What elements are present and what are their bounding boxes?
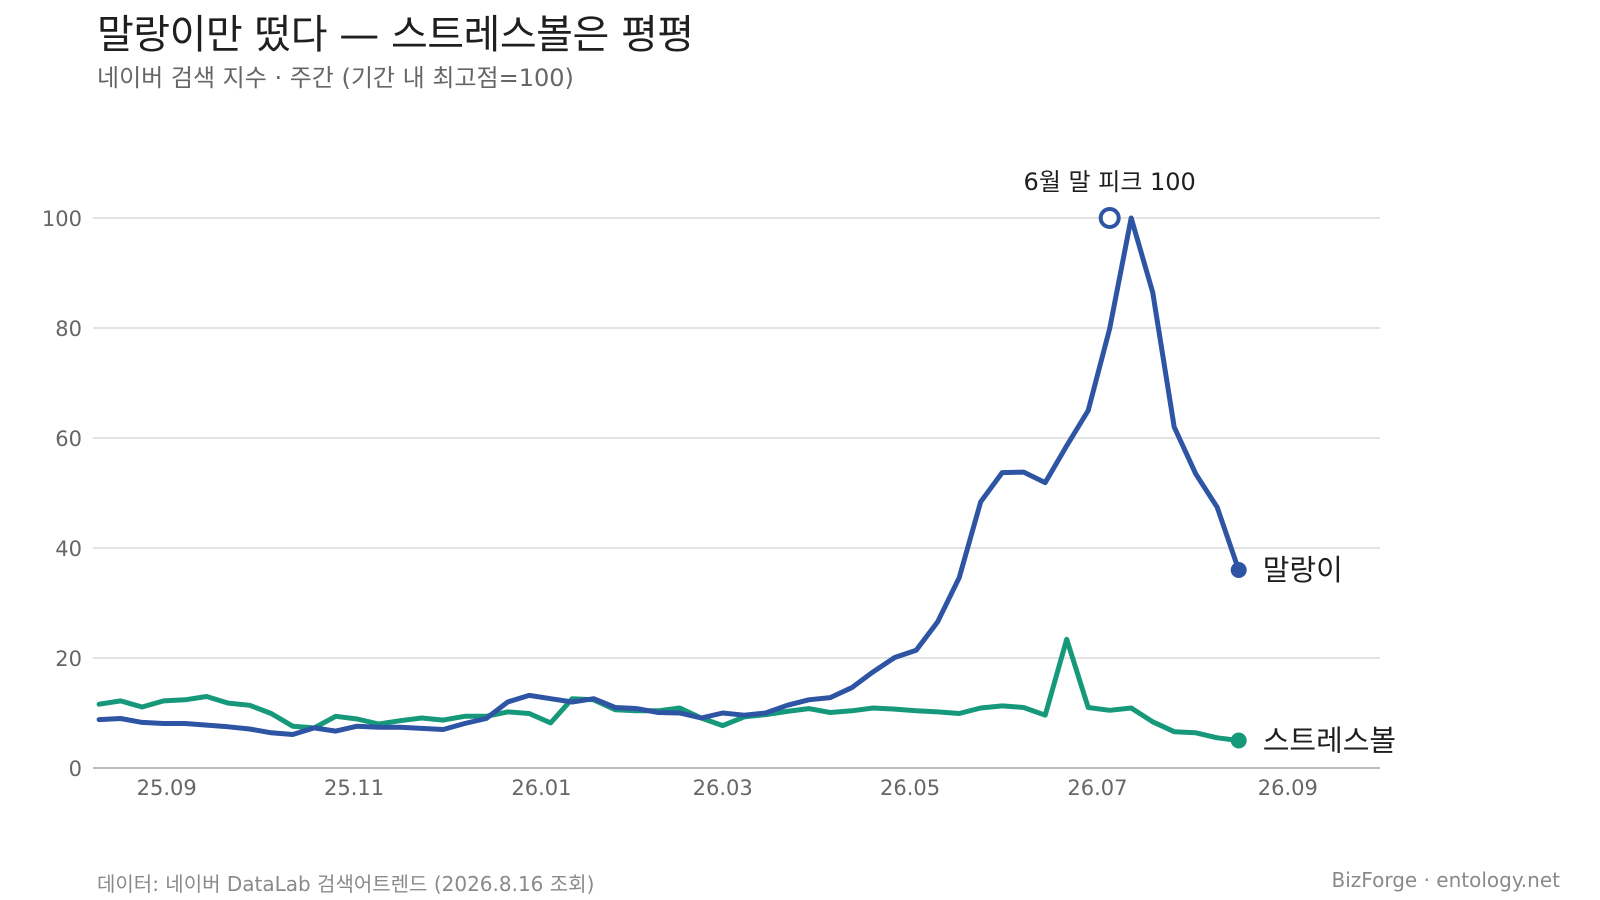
x-tick-label: 26.07 [1067,776,1127,800]
annotations: 6월 말 피크 100 [1024,168,1196,229]
end-point-marker [1230,562,1247,578]
x-tick-label: 25.11 [324,776,384,800]
series-line [96,636,1242,743]
y-tick-label: 100 [42,207,82,231]
y-tick-label: 80 [55,317,82,341]
x-tick-label: 26.01 [511,776,571,800]
x-tick-label: 25.09 [137,776,197,800]
credit-note: BizForge · entology.net [1331,868,1560,892]
series-lines [96,215,1242,743]
end-point-marker [1230,732,1247,749]
x-tick-label: 26.03 [693,776,753,800]
source-note: 데이터: 네이버 DataLab 검색어트렌드 (2026.8.16 조회) [97,872,595,896]
chart-subtitle: 네이버 검색 지수 · 주간 (기간 내 최고점=100) [97,64,574,92]
peak-marker [1098,207,1121,229]
series-label: 말랑이 [1263,553,1343,587]
gridlines [93,217,1380,659]
x-axis-tick-labels: 25.09 25.11 26.01 26.03 26.05 26.07 26.09 [137,776,1318,800]
y-tick-label: 60 [55,427,82,451]
series-label: 스트레스볼 [1263,724,1396,758]
y-tick-label: 0 [69,757,82,781]
y-tick-label: 20 [55,647,82,671]
series-line [96,215,1242,737]
x-tick-label: 26.05 [880,776,940,800]
y-tick-label: 40 [55,537,82,561]
x-tick-label: 26.09 [1258,776,1318,800]
peak-annotation: 6월 말 피크 100 [1024,168,1196,196]
chart-title: 말랑이만 떴다 — 스트레스볼은 평평 [97,12,694,58]
y-axis-tick-labels: 0 20 40 60 80 100 [42,207,82,781]
